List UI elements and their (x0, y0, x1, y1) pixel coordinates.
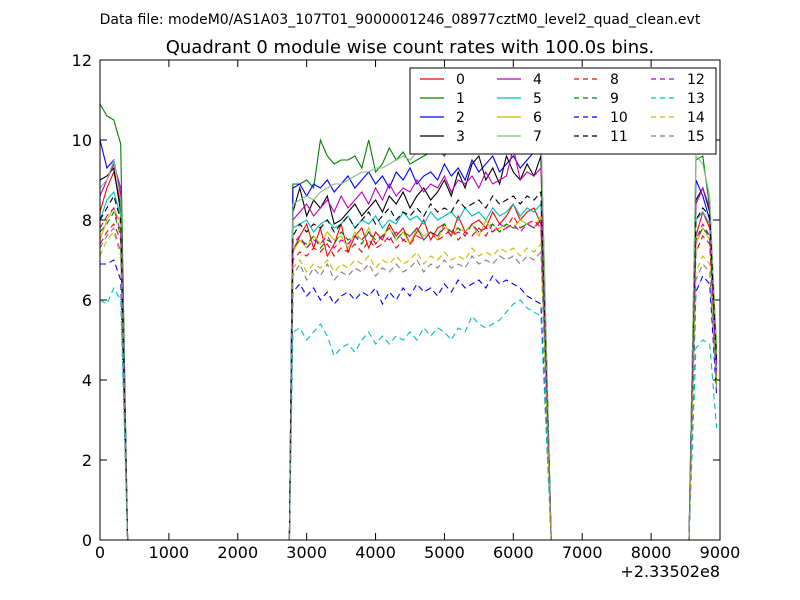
y-tick-label: 2 (82, 451, 92, 470)
plot-frame (99, 59, 721, 541)
x-tick-label: 1000 (149, 543, 190, 562)
series-line-2 (99, 139, 718, 541)
x-tick-label: 4000 (355, 543, 396, 562)
chart-suptitle: Data file: modeM0/AS1A03_107T01_90000012… (100, 12, 701, 28)
series-line-1 (99, 103, 718, 541)
series-line-5 (99, 190, 718, 541)
series-line-8 (99, 214, 718, 541)
series-line-3 (99, 154, 718, 541)
y-tick-label: 12 (72, 51, 92, 70)
x-axis: 0 1000 2000 3000 4000 5000 6000 7000 8000 9000 (95, 60, 740, 562)
series-line-10 (100, 259, 718, 541)
legend-label-14: 14 (687, 110, 705, 126)
series-line-7 (99, 122, 718, 541)
x-tick-label: 9000 (700, 543, 741, 562)
series-line-9 (99, 210, 718, 541)
legend-label-10: 10 (610, 110, 628, 126)
legend-label-0: 0 (456, 72, 465, 88)
legend-label-15: 15 (687, 129, 705, 145)
legend-label-11: 11 (610, 129, 628, 145)
y-tick-label: 4 (82, 371, 92, 390)
legend-label-1: 1 (456, 91, 465, 107)
legend-label-6: 6 (533, 110, 542, 126)
x-tick-label: 6000 (493, 543, 534, 562)
legend-label-7: 7 (533, 129, 542, 145)
y-tick-label: 0 (82, 531, 92, 550)
x-tick-label: 2000 (217, 543, 258, 562)
chart-title: Quadrant 0 module wise count rates with … (166, 37, 655, 58)
series-line-15 (99, 226, 718, 541)
legend-label-3: 3 (456, 129, 465, 145)
y-tick-label: 8 (82, 211, 92, 230)
x-tick-label: 8000 (631, 543, 672, 562)
x-tick-label: 0 (95, 543, 105, 562)
series-line-11 (99, 190, 718, 541)
x-tick-label: 3000 (286, 543, 327, 562)
series-line-14 (99, 230, 718, 541)
x-tick-label: 5000 (424, 543, 465, 562)
series-line-6 (99, 206, 718, 541)
y-tick-label: 6 (82, 291, 92, 310)
legend-label-5: 5 (533, 91, 542, 107)
legend-label-13: 13 (687, 91, 705, 107)
series-lines (99, 103, 718, 541)
x-tick-label: 7000 (562, 543, 603, 562)
legend-label-4: 4 (533, 72, 542, 88)
series-line-12 (99, 206, 718, 541)
legend-box (409, 67, 717, 155)
legend-label-2: 2 (456, 110, 465, 126)
series-line-4 (99, 147, 718, 541)
series-line-0 (99, 170, 718, 541)
y-tick-label: 10 (72, 131, 92, 150)
legend-label-12: 12 (687, 72, 705, 88)
x-axis-offset-label: +2.33502e8 (620, 562, 720, 581)
series-line-13 (99, 286, 718, 541)
legend-label-9: 9 (610, 91, 619, 107)
legend-label-8: 8 (610, 72, 619, 88)
